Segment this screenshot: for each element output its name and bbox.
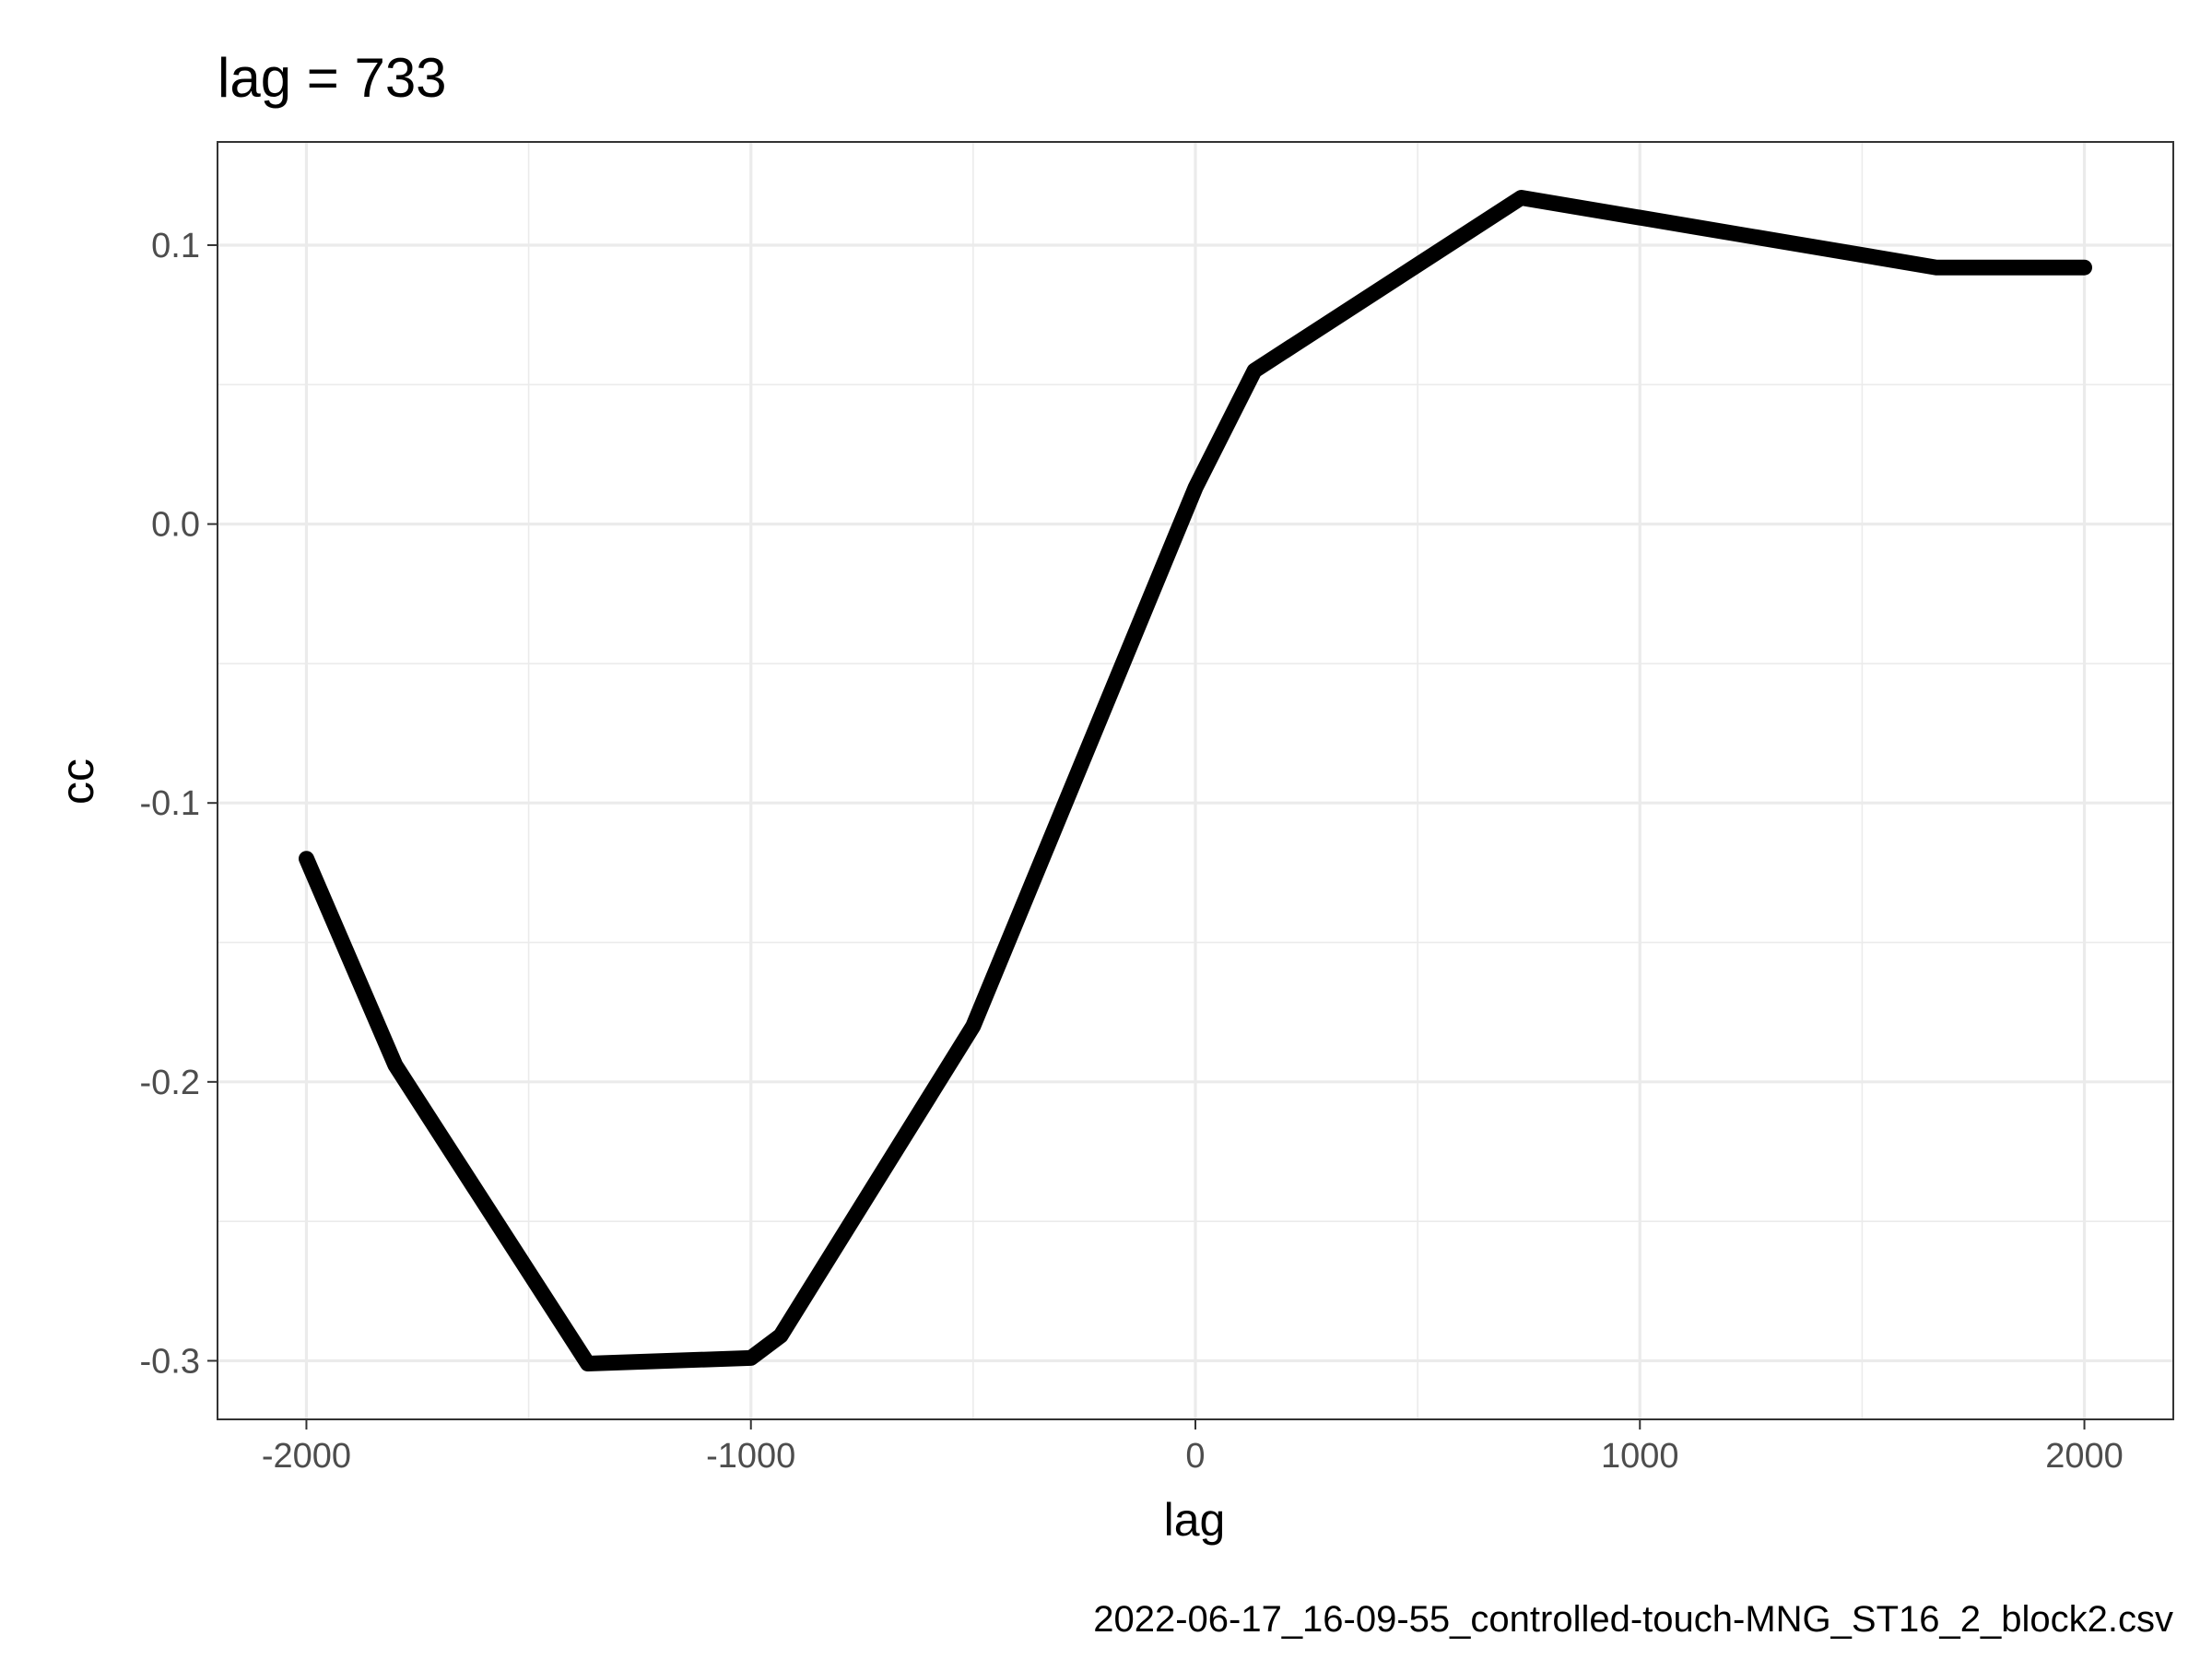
y-axis-ticks: -0.3 -0.2 -0.1 0.0 0.1 (140, 227, 218, 1381)
y-tick-label: 0.1 (151, 227, 200, 265)
x-tick-label: 0 (1185, 1437, 1205, 1476)
x-axis-ticks: -2000 -1000 0 1000 2000 (262, 1419, 2124, 1476)
y-axis-title: cc (52, 759, 103, 805)
x-tick-label: -2000 (262, 1437, 351, 1476)
major-gridlines (218, 142, 2173, 1419)
x-tick-label: -1000 (706, 1437, 795, 1476)
y-tick-label: -0.1 (140, 784, 200, 823)
y-tick-label: 0.0 (151, 506, 200, 545)
y-tick-label: -0.3 (140, 1342, 200, 1381)
x-tick-label: 1000 (1601, 1437, 1679, 1476)
chart-caption: 2022-06-17_16-09-55_controlled-touch-MNG… (1093, 1599, 2173, 1640)
y-tick-label: -0.2 (140, 1064, 200, 1102)
x-axis-title: lag (1164, 1494, 1226, 1546)
series-layer (299, 190, 2092, 1371)
series-line (299, 190, 2092, 1371)
chart-title: lag = 733 (218, 47, 447, 109)
x-tick-label: 2000 (2045, 1437, 2124, 1476)
